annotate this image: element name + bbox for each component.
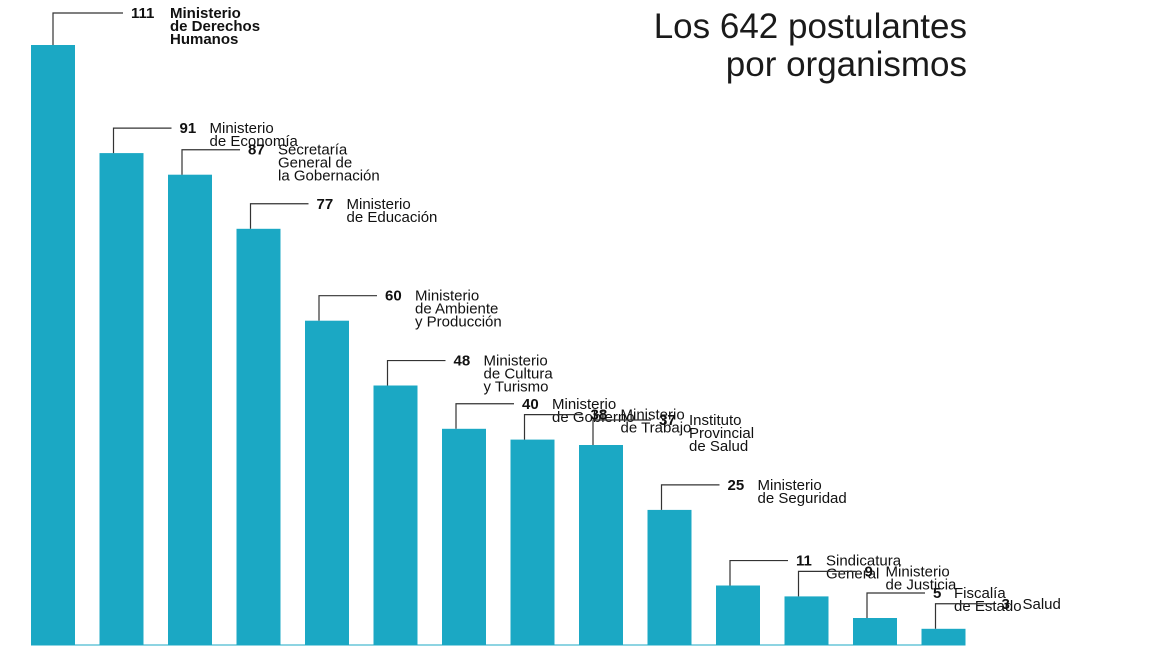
category-label: Fiscalía — [954, 585, 1006, 602]
data-label: 111 — [131, 5, 154, 22]
category-label: de Derechos — [170, 18, 260, 35]
category-label: de Ambiente — [415, 301, 498, 318]
category-label: Salud — [1023, 596, 1061, 613]
category-label: de Salud — [689, 438, 748, 455]
category-label: Ministerio — [886, 563, 950, 580]
callout-line — [934, 603, 994, 629]
data-label: 37 — [659, 412, 676, 429]
category-label: Sindicatura — [826, 553, 902, 570]
category-label: Ministerio — [484, 353, 548, 370]
data-label: 91 — [180, 120, 197, 137]
category-label: de Economía — [210, 133, 299, 150]
data-label: 87 — [248, 142, 265, 159]
bar — [236, 228, 281, 646]
callout-line — [729, 559, 788, 586]
callout-line — [523, 413, 583, 440]
category-label: la Gobernación — [278, 168, 380, 185]
bar — [921, 628, 966, 645]
bar — [853, 618, 897, 645]
category-label: Instituto — [689, 412, 742, 429]
data-label: 5 — [933, 585, 941, 602]
bar — [31, 45, 75, 645]
data-label: 11 — [796, 553, 812, 570]
data-label: 3 — [1002, 596, 1010, 613]
category-label: Humanos — [170, 31, 238, 48]
category-label: de Estado — [954, 598, 1022, 615]
callout-line — [52, 12, 123, 45]
callout-line — [181, 149, 240, 175]
callout-line — [112, 127, 172, 154]
bar — [579, 445, 623, 645]
bar — [99, 153, 144, 645]
category-label: de Cultura — [484, 366, 554, 383]
category-label: Ministerio — [621, 407, 685, 424]
bar — [647, 509, 692, 645]
category-label: Ministerio — [210, 120, 274, 137]
callout-line — [318, 295, 377, 321]
category-label: de Seguridad — [758, 490, 847, 507]
category-label: de Educación — [347, 209, 438, 226]
callout-line — [660, 484, 720, 510]
category-label: y Producción — [415, 314, 502, 331]
data-label: 60 — [385, 288, 402, 305]
bar — [784, 596, 829, 645]
data-label: 9 — [865, 563, 873, 580]
callout-line — [455, 403, 514, 429]
callout-line — [386, 359, 446, 386]
bar — [510, 439, 555, 645]
bar — [716, 585, 760, 645]
data-label: 77 — [317, 196, 334, 213]
category-label: y Turismo — [484, 379, 549, 396]
chart-title: Los 642 postulantes por organismos — [654, 8, 967, 84]
category-label: Ministerio — [170, 5, 241, 22]
callout-line — [797, 570, 857, 597]
data-label: 38 — [591, 407, 608, 424]
category-label: Ministerio — [347, 196, 411, 213]
callout-line — [592, 419, 651, 445]
category-label: Secretaría — [278, 142, 348, 159]
category-label: de Trabajo — [621, 420, 692, 437]
category-label: Provincial — [689, 425, 754, 442]
chart-title-line-2: por organismos — [725, 45, 967, 84]
callout-line — [866, 592, 925, 618]
callout-line — [249, 203, 309, 229]
category-label: Ministerio — [758, 477, 822, 494]
category-label: de Gobierno — [552, 409, 635, 426]
chart-title-line-1: Los 642 postulantes — [653, 7, 967, 46]
bar — [168, 174, 212, 645]
category-label: Ministerio — [415, 288, 479, 305]
category-label: General de — [278, 155, 352, 172]
category-label: Ministerio — [552, 396, 616, 413]
category-label: de Justicia — [886, 576, 958, 593]
bar — [442, 428, 486, 645]
category-label: General — [826, 566, 879, 583]
data-label: 25 — [728, 477, 745, 494]
data-label: 40 — [522, 396, 539, 413]
bar — [373, 385, 418, 645]
bar — [305, 320, 349, 645]
data-label: 48 — [454, 353, 471, 370]
